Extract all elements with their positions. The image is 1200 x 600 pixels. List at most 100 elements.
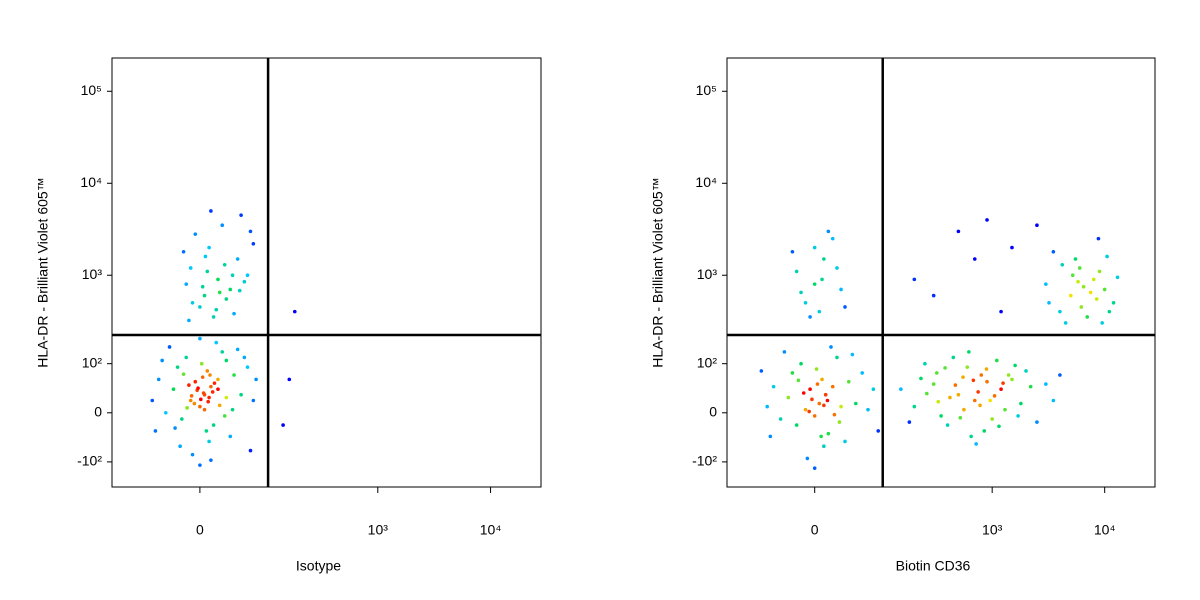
event-dot	[995, 358, 999, 363]
event-dot	[292, 309, 297, 314]
event-dot	[184, 282, 189, 286]
event-dot	[222, 262, 227, 267]
event-dot	[925, 391, 929, 396]
event-dot	[254, 377, 258, 382]
event-dot	[210, 390, 215, 394]
event-dot	[1079, 305, 1084, 309]
y-tick-label: 10³	[697, 266, 718, 282]
y-tick-label: 10⁵	[81, 82, 102, 98]
event-dot	[939, 414, 943, 418]
event-dot	[790, 371, 795, 375]
event-dot	[1060, 262, 1065, 267]
event-dot	[812, 414, 817, 418]
y-tick-label: 10²	[82, 354, 103, 370]
event-dot	[150, 398, 155, 403]
event-dot	[826, 229, 831, 234]
event-dot	[956, 392, 961, 397]
event-dot	[1047, 301, 1051, 305]
event-dot	[193, 232, 198, 236]
event-dot	[819, 434, 823, 439]
event-dot	[248, 448, 253, 453]
event-dot	[919, 376, 923, 381]
event-dot	[801, 391, 806, 395]
event-dot	[1097, 269, 1102, 274]
event-dot	[211, 423, 216, 427]
event-dot	[180, 417, 184, 421]
event-dot	[209, 209, 213, 213]
event-dot	[794, 423, 799, 427]
event-dot	[232, 373, 236, 377]
event-dot	[190, 452, 195, 457]
event-dot	[931, 293, 936, 298]
event-dot	[790, 249, 795, 254]
event-dot	[943, 366, 947, 370]
event-dot	[188, 398, 193, 403]
event-dot	[866, 407, 870, 412]
event-dot	[209, 458, 213, 462]
event-dot	[224, 297, 229, 301]
event-dot	[962, 407, 966, 412]
event-dot	[976, 390, 980, 394]
event-dot	[817, 401, 822, 406]
event-dot	[958, 415, 963, 420]
event-dot	[153, 429, 158, 433]
event-dot	[799, 290, 803, 295]
event-dot	[175, 365, 180, 369]
event-dot	[187, 383, 191, 387]
event-dot	[768, 434, 773, 439]
event-dot	[198, 336, 202, 341]
event-dot	[969, 434, 973, 439]
event-dot	[190, 301, 195, 305]
event-dot	[235, 257, 240, 261]
event-dot	[837, 420, 842, 424]
event-dot	[1035, 223, 1039, 228]
event-dot	[1044, 282, 1048, 286]
event-dot	[934, 371, 939, 375]
y-tick-label: 0	[94, 403, 102, 419]
event-dot	[217, 403, 222, 408]
event-dot	[999, 387, 1003, 392]
event-dot	[230, 273, 235, 278]
y-tick-label: 10⁴	[80, 174, 102, 190]
event-dot	[216, 277, 220, 282]
event-dot	[171, 387, 176, 392]
x-tick-label: 10⁴	[480, 522, 502, 538]
event-dot	[967, 350, 971, 354]
event-dot	[163, 410, 168, 415]
event-dot	[820, 377, 824, 382]
event-dot	[988, 398, 992, 403]
event-dot	[830, 236, 835, 241]
event-dot	[820, 277, 824, 282]
event-dot	[974, 442, 978, 446]
event-dot	[1016, 414, 1020, 418]
event-dot	[912, 404, 917, 409]
event-dot	[817, 309, 822, 314]
points	[150, 209, 297, 467]
event-dot	[803, 407, 808, 412]
event-dot	[251, 241, 256, 246]
x-tick-label: 0	[811, 522, 819, 538]
x-axis-label: Isotype	[296, 558, 341, 574]
event-dot	[965, 365, 970, 369]
event-dot	[1003, 407, 1007, 412]
event-dot	[759, 369, 764, 373]
points	[759, 218, 1120, 470]
event-dot	[948, 395, 952, 400]
event-dot	[923, 361, 927, 366]
event-dot	[822, 257, 826, 261]
y-axis-label: HLA-DR - Brilliant Violet 605™	[35, 177, 51, 367]
event-dot	[1107, 309, 1112, 314]
plot-frame	[726, 57, 1156, 488]
y-tick-label: 10²	[697, 354, 718, 370]
event-dot	[810, 397, 814, 402]
event-dot	[188, 266, 193, 270]
event-dot	[899, 387, 903, 392]
event-dot	[201, 391, 206, 395]
event-dot	[281, 423, 285, 427]
y-tick-label: 0	[709, 403, 717, 419]
event-dot	[997, 424, 1001, 429]
event-dot	[999, 309, 1003, 314]
event-dot	[1028, 384, 1033, 389]
event-dot	[216, 387, 220, 392]
event-dot	[907, 420, 912, 424]
